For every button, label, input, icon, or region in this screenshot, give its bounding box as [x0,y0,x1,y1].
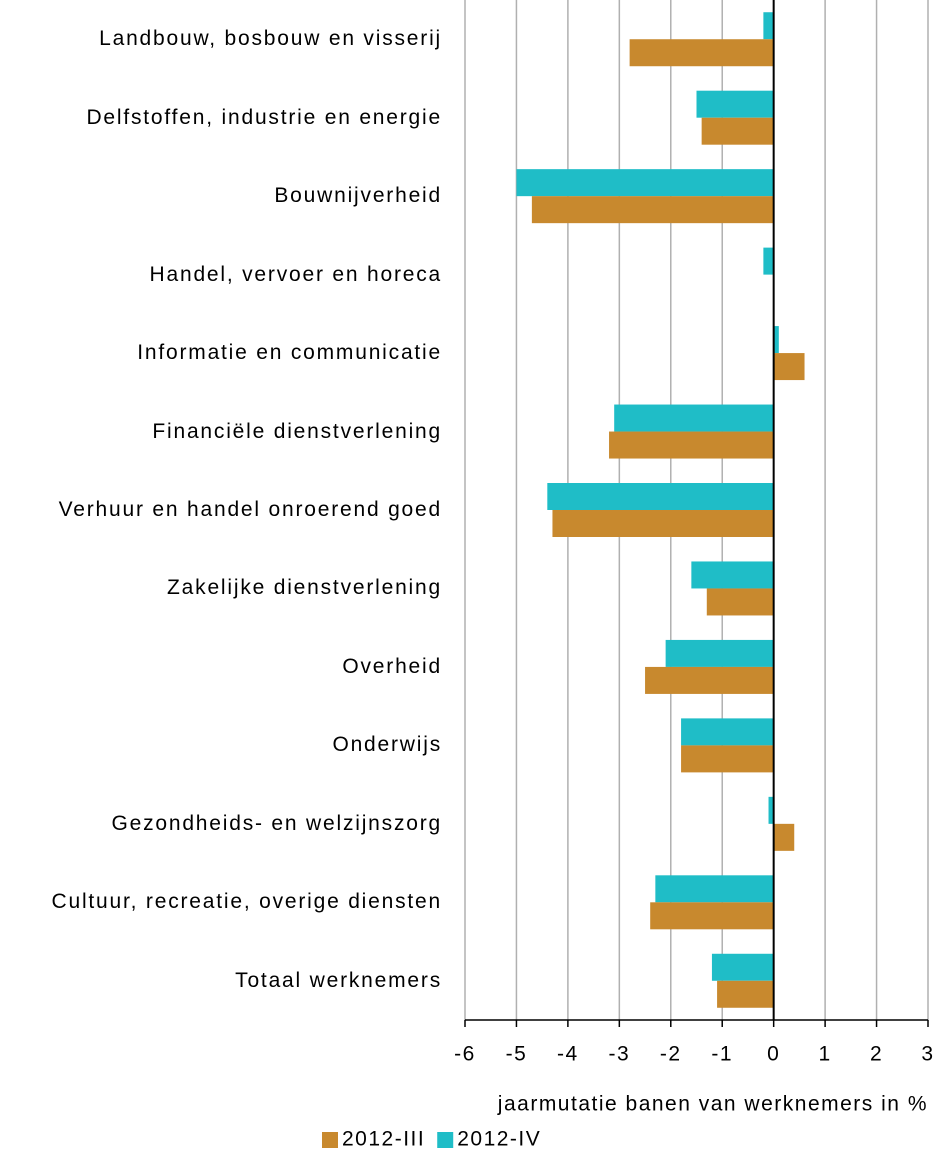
bar [691,561,774,589]
bar [706,588,774,616]
bar [614,404,774,432]
bar [773,326,779,354]
bar [773,353,805,381]
x-tick-label: -3 [608,1043,630,1066]
legend-swatch [322,1132,338,1148]
y-tick-label: Zakelijke dienstverlening [167,576,442,600]
bar [547,483,774,510]
bar [717,980,774,1008]
y-tick-label: Gezondheids- en welzijnszorg [111,811,442,835]
y-tick-label: Handel, vervoer en horeca [149,262,442,286]
x-tick-label: 1 [819,1043,832,1066]
bar [516,169,774,197]
bar [763,247,774,275]
bar [629,39,774,67]
bar [655,875,774,903]
y-tick-label: Verhuur en handel onroerend goed [58,498,442,521]
y-tick-label: Informatie en communicatie [137,341,442,365]
y-tick-label: Landbouw, bosbouw en visserij [99,27,442,51]
legend-swatch [437,1132,454,1148]
bar [681,718,774,746]
bar [701,117,774,145]
bar [609,431,774,459]
bar [552,510,774,537]
x-tick-label: 2 [870,1043,883,1066]
bar [681,745,774,773]
legend-label: 2012-IV [457,1128,541,1149]
y-tick-label: Bouwnijverheid [274,184,442,208]
y-tick-label: Financiële dienstverlening [152,419,442,443]
bar [768,796,774,824]
bar [645,666,774,694]
x-tick-label: -5 [506,1043,528,1066]
x-tick-label: 0 [767,1043,780,1066]
bar [763,12,774,40]
legend-label: 2012-III [342,1128,425,1149]
x-axis-label: jaarmutatie banen van werknemers in % [497,1093,928,1116]
bar [696,90,774,118]
bar [711,953,774,981]
y-tick-label: Cultuur, recreatie, overige diensten [51,890,442,914]
bar [531,196,774,224]
x-tick-label: -1 [711,1043,733,1066]
bar [773,823,795,851]
y-tick-label: Totaal werknemers [235,968,442,992]
bar [650,902,774,930]
x-tick-label: -4 [557,1043,579,1066]
y-tick-label: Onderwijs [332,733,442,757]
x-tick-label: -6 [454,1043,476,1066]
x-tick-label: 3 [921,1043,934,1066]
bar [665,639,774,667]
x-tick-label: -2 [660,1043,682,1066]
y-tick-label: Overheid [342,654,442,678]
y-tick-label: Delfstoffen, industrie en energie [86,105,442,129]
